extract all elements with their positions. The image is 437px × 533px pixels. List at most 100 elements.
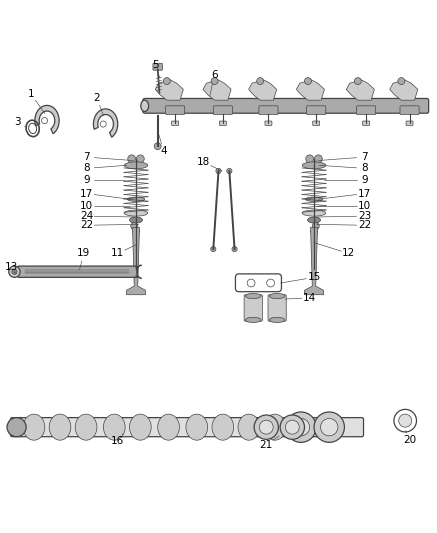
Circle shape: [216, 168, 221, 174]
Circle shape: [321, 418, 338, 436]
Text: 11: 11: [111, 248, 125, 259]
Ellipse shape: [269, 294, 285, 298]
Text: 1: 1: [28, 88, 34, 99]
Circle shape: [286, 412, 316, 442]
FancyBboxPatch shape: [363, 121, 370, 125]
FancyBboxPatch shape: [400, 106, 419, 115]
Text: 13: 13: [4, 262, 17, 272]
Ellipse shape: [212, 414, 234, 440]
Polygon shape: [94, 109, 118, 137]
FancyBboxPatch shape: [219, 121, 226, 125]
Circle shape: [232, 247, 237, 252]
Circle shape: [7, 418, 26, 437]
Ellipse shape: [269, 317, 285, 322]
Circle shape: [305, 78, 312, 85]
Circle shape: [163, 78, 170, 85]
Polygon shape: [126, 228, 146, 295]
FancyBboxPatch shape: [259, 106, 278, 115]
Text: 17: 17: [80, 189, 93, 199]
Circle shape: [315, 155, 322, 163]
Text: 18: 18: [197, 157, 210, 167]
Ellipse shape: [132, 230, 139, 234]
Circle shape: [247, 279, 255, 287]
Circle shape: [100, 121, 106, 127]
Ellipse shape: [129, 217, 142, 223]
FancyBboxPatch shape: [307, 106, 326, 115]
Circle shape: [211, 78, 218, 85]
Text: 20: 20: [403, 435, 416, 445]
Circle shape: [211, 247, 216, 252]
Ellipse shape: [308, 217, 321, 223]
Polygon shape: [390, 80, 418, 100]
Ellipse shape: [302, 162, 326, 169]
Circle shape: [227, 168, 232, 174]
FancyBboxPatch shape: [17, 266, 137, 277]
Text: 9: 9: [361, 175, 368, 184]
Circle shape: [154, 143, 161, 150]
Circle shape: [285, 420, 299, 434]
Ellipse shape: [127, 197, 145, 201]
Circle shape: [9, 266, 20, 277]
Ellipse shape: [75, 414, 97, 440]
Ellipse shape: [264, 414, 286, 440]
Ellipse shape: [319, 414, 340, 440]
Circle shape: [131, 223, 138, 230]
FancyBboxPatch shape: [213, 106, 232, 115]
Ellipse shape: [23, 414, 45, 440]
Circle shape: [292, 418, 310, 436]
Ellipse shape: [158, 414, 180, 440]
Ellipse shape: [104, 414, 125, 440]
Circle shape: [12, 269, 17, 274]
Circle shape: [128, 155, 135, 163]
Circle shape: [354, 78, 361, 85]
FancyBboxPatch shape: [406, 121, 413, 125]
Text: 16: 16: [111, 436, 125, 446]
Text: 5: 5: [152, 60, 159, 70]
Circle shape: [257, 78, 264, 85]
Polygon shape: [249, 80, 277, 100]
FancyBboxPatch shape: [265, 121, 272, 125]
Circle shape: [394, 409, 416, 432]
Text: 21: 21: [260, 440, 273, 449]
FancyBboxPatch shape: [268, 295, 286, 321]
Circle shape: [312, 223, 319, 230]
Ellipse shape: [141, 100, 149, 111]
Text: 4: 4: [160, 146, 167, 156]
Polygon shape: [347, 80, 375, 100]
Text: 7: 7: [361, 152, 368, 162]
Circle shape: [306, 155, 314, 163]
Text: 7: 7: [83, 152, 90, 162]
Text: 9: 9: [83, 175, 90, 184]
Polygon shape: [155, 80, 184, 100]
Ellipse shape: [238, 414, 260, 440]
Text: 17: 17: [358, 189, 371, 199]
Circle shape: [398, 78, 405, 85]
Ellipse shape: [124, 162, 148, 169]
FancyBboxPatch shape: [313, 121, 320, 125]
FancyBboxPatch shape: [166, 106, 184, 115]
Circle shape: [399, 414, 412, 427]
Ellipse shape: [246, 317, 261, 322]
Text: 22: 22: [358, 220, 371, 230]
Ellipse shape: [305, 197, 323, 201]
FancyBboxPatch shape: [244, 295, 262, 321]
Text: 22: 22: [80, 220, 93, 230]
Ellipse shape: [124, 210, 148, 216]
Text: 8: 8: [361, 164, 368, 173]
FancyBboxPatch shape: [357, 106, 376, 115]
Ellipse shape: [186, 414, 208, 440]
FancyBboxPatch shape: [153, 63, 163, 70]
Text: 24: 24: [80, 211, 93, 221]
Text: 10: 10: [80, 201, 93, 211]
Polygon shape: [296, 80, 324, 100]
Text: 12: 12: [342, 248, 355, 259]
Circle shape: [42, 118, 48, 124]
FancyBboxPatch shape: [10, 418, 364, 437]
Circle shape: [267, 279, 274, 287]
FancyBboxPatch shape: [143, 99, 429, 113]
Ellipse shape: [129, 414, 151, 440]
Text: 6: 6: [211, 70, 218, 80]
Ellipse shape: [290, 414, 312, 440]
FancyBboxPatch shape: [172, 121, 179, 125]
Ellipse shape: [311, 230, 318, 234]
